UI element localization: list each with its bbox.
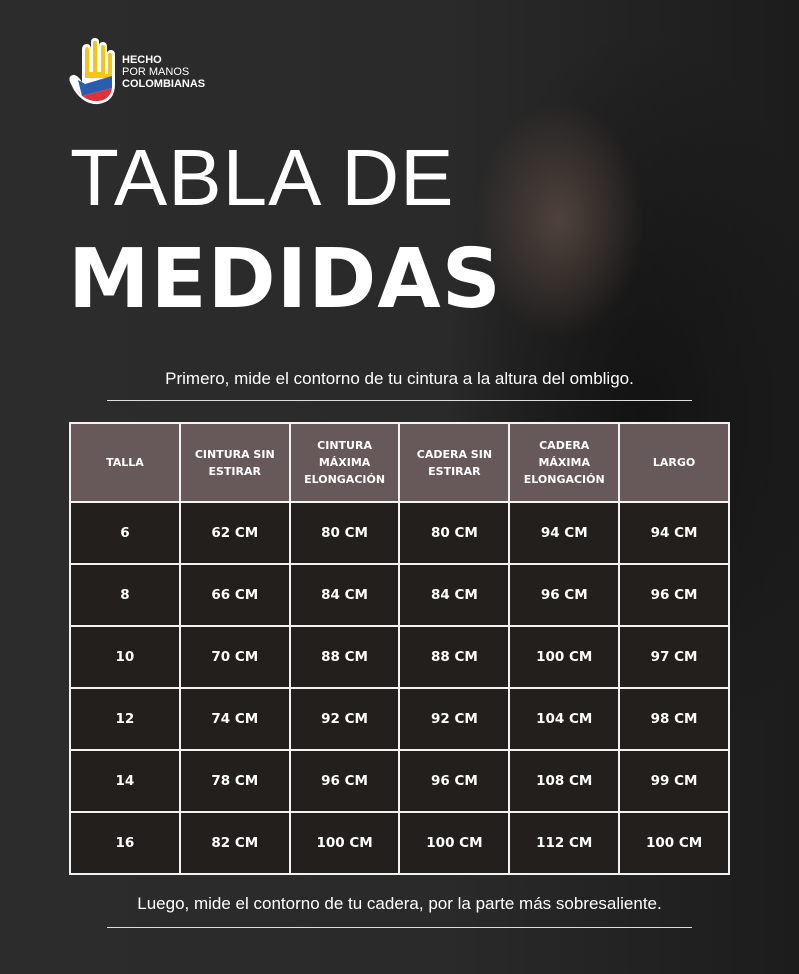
table-cell: 10 <box>69 625 181 689</box>
table-row: 10 70 CM 88 CM 88 CM 100 CM 97 CM <box>69 625 730 689</box>
table-cell: 98 CM <box>618 687 730 751</box>
table-cell: 80 CM <box>288 501 401 565</box>
header-cell: CADERA MÁXIMA ELONGACIÓN <box>508 422 621 503</box>
table-header-row: TALLA CINTURA SIN ESTIRAR CINTURA MÁXIMA… <box>69 422 730 503</box>
logo: HECHO POR MANOS COLOMBIANAS <box>68 38 205 106</box>
table-cell: 97 CM <box>618 625 730 689</box>
table-cell: 100 CM <box>288 811 401 875</box>
table-cell: 88 CM <box>398 625 511 689</box>
table-cell: 100 CM <box>508 625 621 689</box>
table-cell: 100 CM <box>618 811 730 875</box>
hand-flag-icon <box>69 38 115 105</box>
divider-top <box>107 400 692 401</box>
table-cell: 74 CM <box>178 687 291 751</box>
table-row: 6 62 CM 80 CM 80 CM 94 CM 94 CM <box>69 501 730 565</box>
header-cell: CINTURA SIN ESTIRAR <box>178 422 291 503</box>
logo-text-line3: COLOMBIANAS <box>122 78 206 90</box>
table-cell: 104 CM <box>508 687 621 751</box>
table-cell: 112 CM <box>508 811 621 875</box>
logo-text-line1: HECHO <box>122 54 162 66</box>
table-cell: 96 CM <box>508 563 621 627</box>
table-row: 12 74 CM 92 CM 92 CM 104 CM 98 CM <box>69 687 730 751</box>
table-cell: 94 CM <box>508 501 621 565</box>
table-cell: 80 CM <box>398 501 511 565</box>
table-cell: 14 <box>69 749 181 813</box>
header-cell: CADERA SIN ESTIRAR <box>398 422 511 503</box>
logo-text-line2: POR MANOS <box>122 66 190 78</box>
table-cell: 96 CM <box>288 749 401 813</box>
table-cell: 6 <box>69 501 181 565</box>
table-row: 16 82 CM 100 CM 100 CM 112 CM 100 CM <box>69 811 730 875</box>
table-cell: 84 CM <box>398 563 511 627</box>
header-cell: LARGO <box>618 422 730 503</box>
table-cell: 8 <box>69 563 181 627</box>
table-cell: 70 CM <box>178 625 291 689</box>
title-line2: MEDIDAS <box>68 232 502 327</box>
table-cell: 78 CM <box>178 749 291 813</box>
table-row: 8 66 CM 84 CM 84 CM 96 CM 96 CM <box>69 563 730 627</box>
table-cell: 66 CM <box>178 563 291 627</box>
table-cell: 82 CM <box>178 811 291 875</box>
size-table: TALLA CINTURA SIN ESTIRAR CINTURA MÁXIMA… <box>69 422 730 875</box>
table-cell: 84 CM <box>288 563 401 627</box>
table-cell: 16 <box>69 811 181 875</box>
divider-bottom <box>107 927 692 928</box>
table-cell: 96 CM <box>398 749 511 813</box>
instruction-bottom: Luego, mide el contorno de tu cadera, po… <box>137 894 662 913</box>
table-cell: 92 CM <box>288 687 401 751</box>
table-cell: 12 <box>69 687 181 751</box>
table-cell: 99 CM <box>618 749 730 813</box>
table-cell: 100 CM <box>398 811 511 875</box>
title-line1: TABLA DE <box>70 133 455 222</box>
table-row: 14 78 CM 96 CM 96 CM 108 CM 99 CM <box>69 749 730 813</box>
table-cell: 94 CM <box>618 501 730 565</box>
table-cell: 108 CM <box>508 749 621 813</box>
instruction-top: Primero, mide el contorno de tu cintura … <box>165 369 634 388</box>
header-cell: CINTURA MÁXIMA ELONGACIÓN <box>288 422 401 503</box>
table-cell: 62 CM <box>178 501 291 565</box>
header-cell: TALLA <box>69 422 181 503</box>
table-cell: 96 CM <box>618 563 730 627</box>
table-cell: 92 CM <box>398 687 511 751</box>
table-cell: 88 CM <box>288 625 401 689</box>
